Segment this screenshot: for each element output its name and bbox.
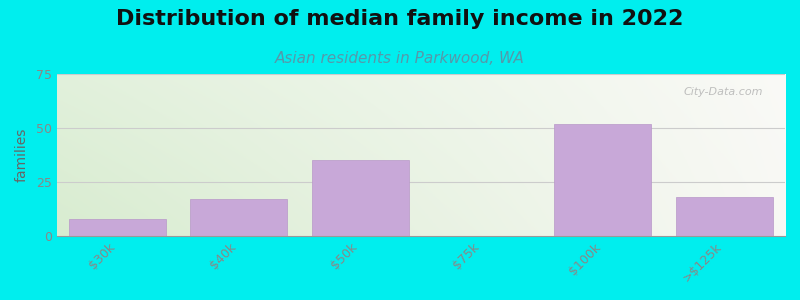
Bar <box>69 219 166 236</box>
Bar <box>554 124 651 236</box>
Text: Distribution of median family income in 2022: Distribution of median family income in … <box>116 9 684 29</box>
Bar <box>190 199 287 236</box>
Bar <box>676 197 773 236</box>
Bar <box>312 160 409 236</box>
Text: Asian residents in Parkwood, WA: Asian residents in Parkwood, WA <box>275 51 525 66</box>
Y-axis label: families: families <box>15 128 29 182</box>
Text: City-Data.com: City-Data.com <box>684 87 763 97</box>
